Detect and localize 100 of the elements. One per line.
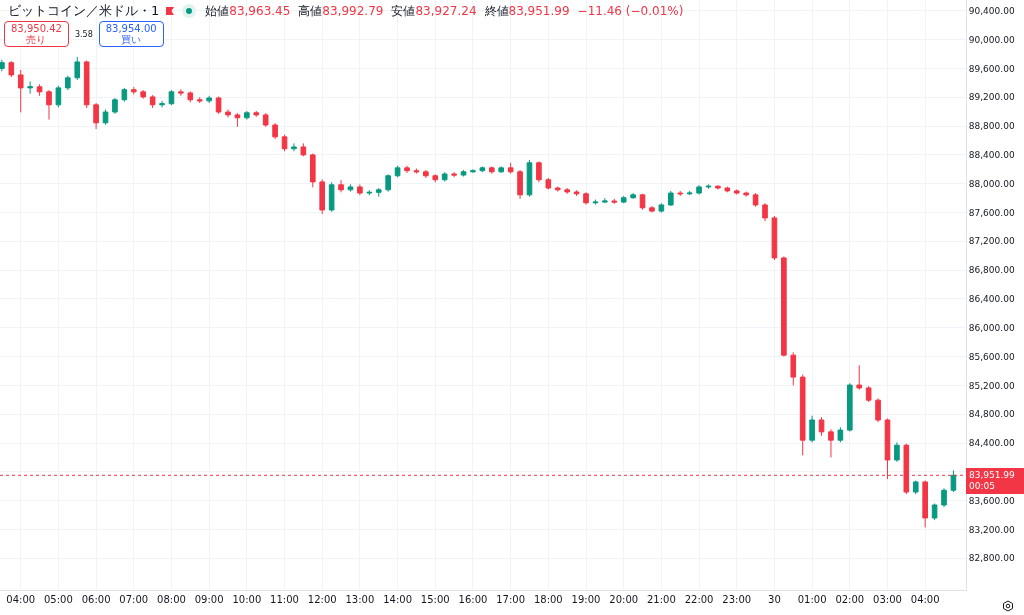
y-tick-label: 90,000.00	[968, 34, 1015, 45]
candlestick	[262, 112, 269, 128]
candlestick	[705, 183, 712, 190]
candlestick	[894, 441, 900, 463]
candlestick	[140, 89, 147, 100]
candlestick	[602, 197, 608, 204]
x-tick-label: 01:00	[797, 594, 827, 605]
candlestick	[36, 83, 43, 97]
annotation: 買い	[120, 34, 143, 45]
candlestick	[686, 190, 693, 196]
candlestick	[0, 59, 5, 72]
candlestick	[790, 351, 797, 386]
candlestick	[837, 426, 844, 443]
candlestick	[733, 188, 740, 196]
candlestick	[178, 88, 184, 97]
y-tick-label: 85,200.00	[968, 380, 1015, 391]
x-tick-label: 04:00	[910, 594, 940, 605]
x-tick-label: 16:00	[458, 594, 488, 605]
candlestick	[799, 374, 806, 456]
annotation: 始値	[205, 2, 230, 20]
candlestick	[272, 122, 278, 140]
candlestick	[234, 112, 241, 128]
annotation: 高値	[298, 2, 323, 20]
candlestick	[847, 382, 853, 433]
candlestick	[564, 187, 570, 195]
candlestick	[517, 169, 523, 200]
candlestick	[828, 428, 834, 458]
candlestick	[319, 178, 326, 215]
x-tick-label: 03:00	[873, 594, 902, 605]
candlestick	[460, 169, 467, 177]
annotation: 83,963.45	[229, 4, 291, 18]
candlestick	[130, 86, 137, 95]
candlestick	[771, 215, 778, 261]
y-tick-label: 88,400.00	[968, 150, 1015, 161]
candlestick	[102, 109, 109, 126]
candlestick	[856, 364, 863, 391]
candlestick	[432, 173, 439, 183]
candlestick	[253, 110, 260, 118]
candlestick	[498, 165, 505, 174]
x-tick-label: 22:00	[684, 594, 714, 605]
candlestick	[724, 186, 731, 193]
candlestick	[338, 179, 344, 193]
candlestick	[743, 191, 749, 198]
candlestick	[809, 415, 815, 443]
x-tick-label: 13:00	[345, 594, 375, 605]
candlestick	[545, 177, 552, 190]
candlestick	[196, 96, 203, 104]
candlestick	[215, 96, 222, 115]
annotation: −11.46 (−0.01%)	[577, 4, 684, 18]
x-tick-label: 09:00	[194, 594, 224, 605]
candlestick	[394, 165, 401, 178]
y-tick-label: 88,000.00	[968, 178, 1015, 189]
ref-line-label: 83,951.99	[969, 470, 1016, 482]
x-tick-label: 05:00	[44, 594, 73, 605]
candlestick	[309, 152, 316, 188]
candlestick	[696, 184, 702, 196]
y-tick-label: 89,600.00	[968, 63, 1015, 74]
candlestick	[300, 142, 307, 157]
candlestick	[291, 142, 297, 152]
x-tick-label: 23:00	[722, 594, 752, 605]
text: 00:05	[969, 481, 996, 493]
annotation: 83,954.00	[105, 23, 157, 34]
candlestick	[225, 109, 231, 118]
candlestick	[187, 90, 194, 103]
annotation: 3.58	[74, 29, 93, 39]
y-tick-label: 83,200.00	[968, 524, 1015, 535]
y-tick-label: 86,400.00	[968, 294, 1015, 305]
candlestick	[347, 183, 354, 193]
candlestick	[366, 189, 373, 196]
candlestick	[592, 199, 599, 206]
chart-title: ビットコイン／米ドル・1	[8, 2, 160, 20]
x-tick-label: 12:00	[307, 594, 337, 605]
y-tick-label: 87,600.00	[968, 207, 1015, 218]
x-tick-label: 10:00	[232, 594, 262, 605]
x-tick-label: 30	[768, 594, 781, 605]
x-tick-label: 11:00	[270, 594, 299, 605]
candlestick	[413, 168, 420, 175]
candlestick	[46, 89, 52, 121]
candlestick	[526, 159, 533, 198]
candlestick	[611, 198, 618, 205]
candlestick	[865, 385, 872, 403]
candlestick	[404, 165, 410, 174]
candlestick	[922, 480, 928, 528]
y-tick-label: 86,800.00	[968, 265, 1015, 276]
candlestick	[470, 168, 476, 174]
y-tick-label: 82,800.00	[968, 553, 1015, 564]
candlestick	[950, 469, 957, 493]
annotation: 安値	[391, 2, 416, 20]
candlestick	[488, 165, 495, 175]
candlestick	[781, 255, 787, 358]
candlestick	[65, 75, 71, 91]
candlestick	[93, 102, 99, 130]
candlestick	[658, 202, 665, 214]
x-tick-label: 15:00	[420, 594, 450, 605]
y-tick-label: 86,000.00	[968, 322, 1015, 333]
candlestick	[121, 87, 128, 103]
candlestick	[931, 503, 938, 521]
candlestick	[27, 80, 33, 95]
candlestick	[762, 202, 768, 222]
candlestick	[677, 190, 684, 197]
